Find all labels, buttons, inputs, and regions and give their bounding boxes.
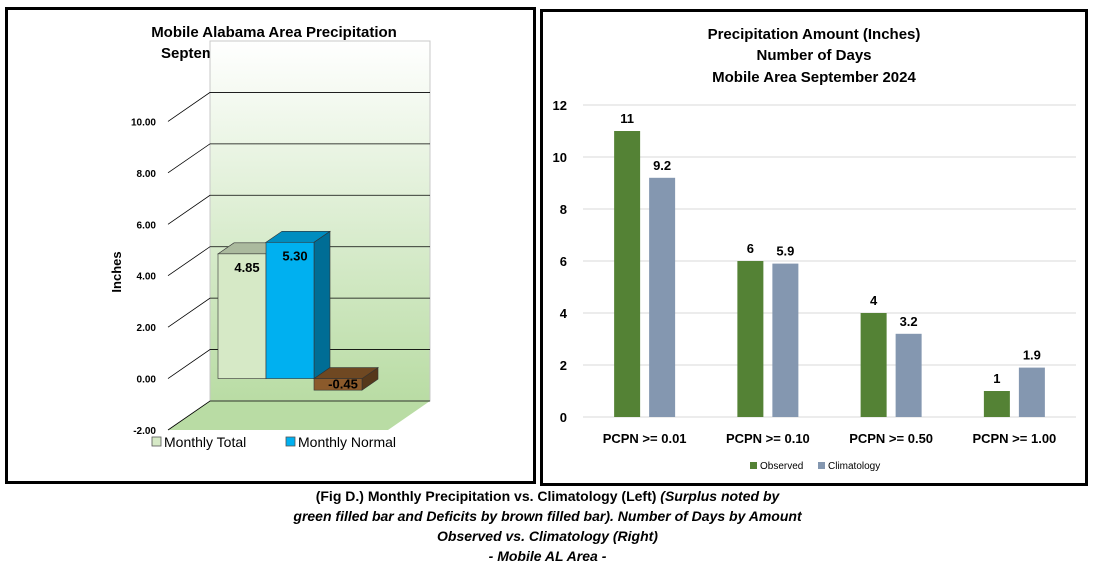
bar-label-observed-3: 4 — [870, 293, 878, 308]
bar-observed-2 — [737, 261, 764, 417]
right-chart-title: Precipitation Amount (Inches) — [708, 26, 921, 43]
right-y-tick-label: 12 — [553, 98, 567, 113]
right-x-categories: PCPN >= 0.01 PCPN >= 0.10 PCPN >= 0.50 PCPN… — [603, 431, 1057, 446]
left-chart: Mobile Alabama Area Precipitation Septem… — [109, 24, 431, 450]
legend-swatch-monthly-total — [151, 436, 162, 447]
caption-line4: - Mobile AL Area - — [488, 548, 607, 564]
right-chart-panel: Precipitation Amount (Inches) Number of … — [540, 9, 1088, 486]
figure-caption: (Fig D.) Monthly Precipitation vs. Clima… — [0, 486, 1095, 566]
right-chart: Precipitation Amount (Inches) Number of … — [553, 26, 1076, 472]
left-y-tick-label: 6.00 — [137, 220, 157, 231]
x-category-label: PCPN >= 0.50 — [849, 431, 933, 446]
bar-label-climatology-4: 1.9 — [1023, 348, 1041, 363]
bar-observed-1 — [614, 131, 641, 417]
left-plot-floor — [168, 401, 430, 430]
left-bars: 4.85 5.30 -0.45 — [217, 230, 379, 392]
legend-swatch-monthly-normal — [285, 436, 296, 447]
right-chart-subtitle-2: Mobile Area September 2024 — [712, 69, 916, 86]
legend-monthly-normal: Monthly Normal — [298, 434, 396, 450]
bar-observed-4 — [983, 391, 1010, 417]
left-gridline — [167, 246, 430, 277]
left-gridline — [167, 143, 430, 174]
bar-label-observed-1: 11 — [620, 111, 634, 126]
caption-line3: Observed vs. Climatology (Right) — [437, 528, 658, 544]
left-gridline — [167, 194, 430, 225]
right-chart-subtitle-1: Number of Days — [756, 47, 871, 64]
caption-line1-italic: (Surplus noted by — [660, 488, 780, 504]
left-y-tick-label: 8.00 — [137, 169, 157, 180]
legend-observed: Observed — [760, 461, 803, 472]
bar-difference — [313, 378, 363, 391]
bar-climatology-2 — [772, 263, 799, 417]
right-y-tick-label: 10 — [553, 150, 567, 165]
bar-label-observed-2: 6 — [747, 241, 754, 256]
legend-swatch-climatology — [818, 462, 825, 469]
left-y-axis-label: Inches — [109, 251, 124, 292]
left-y-tick-label: 4.00 — [137, 272, 157, 283]
right-y-ticks: 0 2 4 6 8 10 12 — [553, 98, 568, 425]
left-gridline — [167, 297, 430, 328]
caption-line1-normal: (Fig D.) Monthly Precipitation vs. Clima… — [315, 488, 661, 504]
legend-climatology: Climatology — [828, 461, 880, 472]
bar-monthly-normal-label: 5.30 — [282, 248, 307, 263]
left-chart-panel: Mobile Alabama Area Precipitation Septem… — [5, 7, 536, 484]
left-y-ticks: -2.00 0.00 2.00 4.00 6.00 8.00 10.00 — [131, 117, 156, 437]
left-y-tick-label: 10.00 — [131, 117, 156, 128]
left-gridlines — [167, 92, 430, 431]
left-chart-title: Mobile Alabama Area Precipitation — [151, 24, 397, 41]
bar-climatology-3 — [895, 333, 922, 417]
right-y-tick-label: 8 — [560, 202, 567, 217]
bar-climatology-4 — [1018, 367, 1045, 417]
bar-monthly-normal-side — [313, 230, 331, 380]
caption-line2: green filled bar and Deficits by brown f… — [293, 508, 802, 524]
left-gridline — [167, 92, 430, 122]
bar-monthly-normal — [265, 241, 315, 379]
left-y-tick-label: 2.00 — [137, 323, 157, 334]
x-category-label: PCPN >= 1.00 — [972, 431, 1056, 446]
bar-difference-label: -0.45 — [328, 377, 358, 392]
right-y-tick-label: 4 — [560, 306, 568, 321]
bar-label-climatology-2: 5.9 — [776, 244, 794, 259]
left-y-tick-label: -2.00 — [133, 426, 156, 437]
right-y-tick-label: 0 — [560, 410, 567, 425]
bar-label-climatology-1: 9.2 — [653, 158, 671, 173]
x-category-label: PCPN >= 0.01 — [603, 431, 687, 446]
left-y-tick-label: 0.00 — [137, 375, 157, 386]
bar-monthly-total-label: 4.85 — [234, 260, 259, 275]
bar-observed-3 — [860, 313, 887, 417]
legend-monthly-total: Monthly Total — [164, 434, 246, 450]
left-gridline — [167, 349, 430, 379]
legend-swatch-observed — [750, 462, 757, 469]
right-bars: 11 9.2 6 5.9 4 3.2 1 1.9 — [614, 111, 1045, 417]
bar-label-climatology-3: 3.2 — [900, 314, 918, 329]
x-category-label: PCPN >= 0.10 — [726, 431, 810, 446]
right-y-tick-label: 2 — [560, 358, 567, 373]
bar-label-observed-4: 1 — [993, 371, 1000, 386]
left-gridline — [167, 400, 430, 431]
bar-climatology-1 — [649, 177, 676, 417]
right-y-tick-label: 6 — [560, 254, 567, 269]
